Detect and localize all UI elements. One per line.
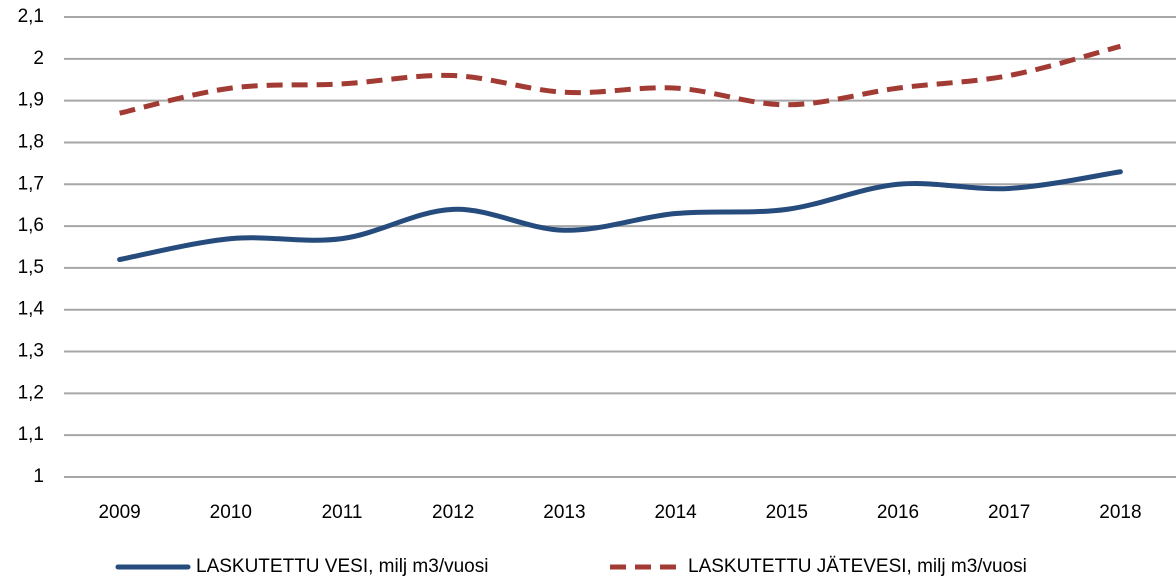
x-tick-label: 2017 [988,502,1030,523]
x-tick-label: 2009 [98,502,140,523]
y-tick-label: 1,5 [18,257,44,278]
legend-label: LASKUTETTU JÄTEVESI, milj m3/vuosi [688,556,1027,577]
x-tick-label: 2013 [543,502,585,523]
x-tick-label: 2011 [322,502,363,523]
line [117,169,1123,263]
x-tick-label: 2014 [654,502,697,523]
y-tick-label: 1,1 [18,424,44,445]
y-tick-label: 2,1 [18,6,44,27]
y-tick-label: 1,4 [18,299,45,320]
x-tick-label: 2010 [210,502,252,523]
y-tick-label: 1,8 [18,131,44,152]
x-tick-label: 2015 [766,502,808,523]
x-tick-label: 2016 [877,502,919,523]
x-tick-label: 2012 [432,502,474,523]
legend-label: LASKUTETTU VESI, milj m3/vuosi [196,556,488,577]
y-tick-label: 1,3 [18,341,44,362]
y-tick-label: 1,6 [18,215,44,236]
x-tick-label: 2018 [1099,502,1141,523]
y-tick-label: 1,2 [18,382,44,403]
y-tick-label: 1,9 [18,90,44,111]
y-tick-label: 1 [33,466,44,487]
line [119,43,1122,116]
y-tick-label: 2 [33,48,44,69]
y-tick-label: 1,7 [18,173,44,194]
